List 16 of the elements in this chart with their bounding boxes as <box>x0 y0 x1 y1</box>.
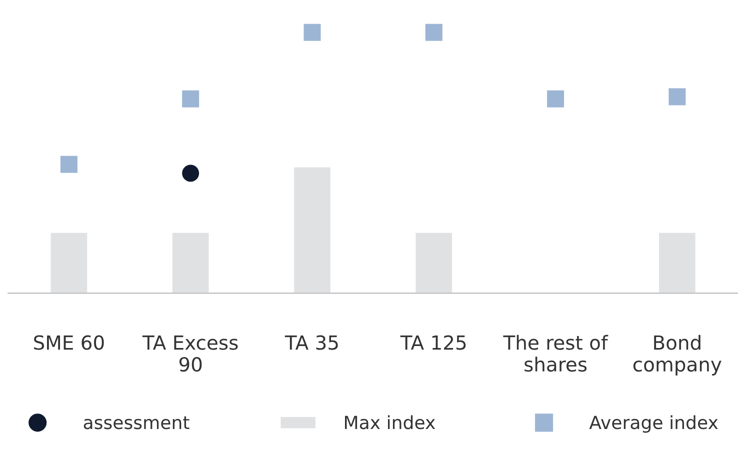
point <box>182 164 200 182</box>
x-tick-label: TA 35 <box>284 335 338 350</box>
x-tick-label: The rest of shares <box>503 334 608 372</box>
point <box>182 90 200 108</box>
point <box>547 90 564 108</box>
x-tick-label: TA 125 <box>400 335 466 350</box>
x-tick-label: TA Excess 90 <box>142 335 238 372</box>
legend-label: Max index <box>345 415 436 430</box>
x-tick-label: Bond company <box>633 334 722 376</box>
legend-label: assessment <box>84 416 190 430</box>
point <box>425 24 442 41</box>
point <box>304 24 321 41</box>
x-tick-label: SME 60 <box>34 335 104 350</box>
point <box>60 156 78 173</box>
legend-label: Average index <box>589 415 718 433</box>
point <box>668 88 686 106</box>
